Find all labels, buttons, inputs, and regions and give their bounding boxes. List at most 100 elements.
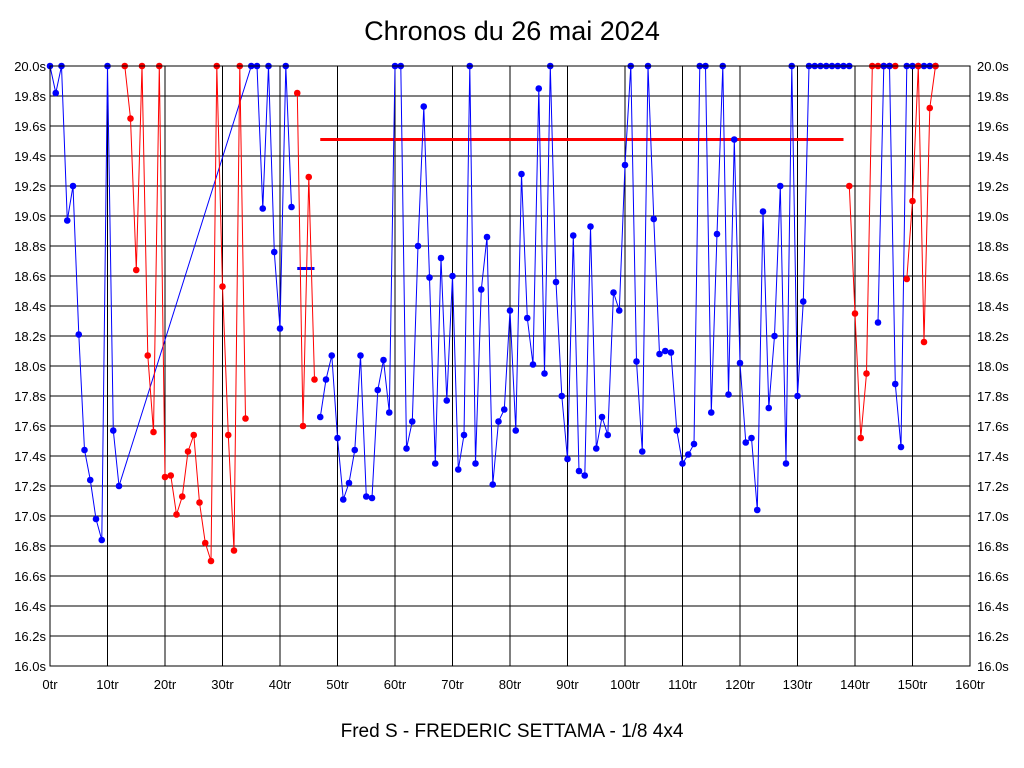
x-tick-labels: 0tr 10tr 20tr 30tr 40tr 50tr 60tr 70tr 80tr 90tr 1… xyxy=(42,677,985,692)
data-point xyxy=(518,170,525,178)
data-point xyxy=(454,466,462,473)
data-point xyxy=(673,427,681,434)
data-point xyxy=(339,496,347,503)
data-point xyxy=(569,232,577,239)
grid-lines xyxy=(49,65,971,667)
y-tick-label-right: 18.6s xyxy=(977,269,1009,284)
series-line-3 xyxy=(296,92,315,427)
data-point xyxy=(178,493,186,500)
y-tick-labels-right: 16.0s 16.2s 16.4s 16.6s 16.8s 17.0s 17.2s 17.4s… xyxy=(977,59,1009,674)
series-points xyxy=(46,62,939,565)
data-point xyxy=(63,217,71,224)
data-point xyxy=(598,413,606,421)
y-tick-label-right: 16.0s xyxy=(977,659,1009,674)
series-line-1 xyxy=(49,65,292,541)
data-point xyxy=(529,361,537,368)
x-tick-label: 90tr xyxy=(556,677,579,692)
data-point xyxy=(242,415,249,422)
data-point xyxy=(219,283,226,290)
data-point xyxy=(431,460,439,467)
x-tick-label: 0tr xyxy=(42,677,58,692)
y-tick-label-right: 17.0s xyxy=(977,509,1009,524)
data-point xyxy=(201,539,209,547)
y-tick-label: 20.0s xyxy=(14,59,46,74)
data-point xyxy=(506,307,514,314)
y-tick-label-right: 16.2s xyxy=(977,629,1009,644)
data-point xyxy=(81,446,88,454)
y-tick-label-right: 18.4s xyxy=(977,299,1009,314)
data-point xyxy=(851,310,859,317)
data-point xyxy=(259,205,267,212)
y-tick-label: 18.4s xyxy=(14,299,46,314)
x-tick-label: 160tr xyxy=(955,677,985,692)
data-point xyxy=(661,347,669,355)
data-point xyxy=(776,182,784,190)
series-line-5 xyxy=(848,65,896,439)
y-tick-label-right: 19.4s xyxy=(977,149,1009,164)
data-point xyxy=(305,173,313,181)
data-point xyxy=(765,404,773,412)
data-point xyxy=(150,428,157,436)
y-tick-label-right: 19.8s xyxy=(977,89,1009,104)
data-point xyxy=(863,370,870,377)
data-point xyxy=(132,266,140,274)
y-tick-label: 19.2s xyxy=(14,179,46,194)
y-tick-label-right: 18.2s xyxy=(977,329,1009,344)
series-line-2 xyxy=(124,65,246,562)
data-point xyxy=(92,515,100,523)
y-tick-label-right: 16.6s xyxy=(977,569,1009,584)
data-point xyxy=(679,460,686,467)
data-point xyxy=(736,359,744,367)
y-tick-label-right: 18.8s xyxy=(977,239,1009,254)
data-point xyxy=(541,370,548,377)
data-point xyxy=(380,356,387,364)
chart-title: Chronos du 26 mai 2024 xyxy=(364,16,660,46)
data-point xyxy=(357,352,364,359)
data-point xyxy=(472,460,479,467)
data-point xyxy=(587,223,594,230)
data-point xyxy=(615,307,623,314)
data-point xyxy=(713,230,721,238)
data-point xyxy=(857,434,865,442)
reference-lines xyxy=(297,138,844,270)
data-point xyxy=(845,182,853,190)
data-point xyxy=(86,476,94,484)
data-point xyxy=(293,89,301,97)
data-point xyxy=(414,242,422,250)
y-tick-label: 16.6s xyxy=(14,569,46,584)
data-point xyxy=(684,451,692,458)
data-point xyxy=(621,161,629,169)
data-point xyxy=(334,434,341,442)
data-point xyxy=(276,325,284,332)
data-point xyxy=(782,460,790,467)
data-point xyxy=(109,427,117,434)
data-point xyxy=(98,536,106,544)
data-point xyxy=(753,506,761,514)
data-point xyxy=(759,208,767,215)
data-point xyxy=(173,511,180,518)
y-tick-label: 16.8s xyxy=(14,539,46,554)
data-point xyxy=(69,182,77,190)
y-tick-label: 17.8s xyxy=(14,389,46,404)
data-point xyxy=(742,439,750,446)
y-tick-label: 18.0s xyxy=(14,359,46,374)
data-point xyxy=(558,392,566,400)
y-tick-label: 19.4s xyxy=(14,149,46,164)
data-point xyxy=(167,472,175,479)
data-point xyxy=(449,272,456,280)
data-point xyxy=(564,455,571,463)
data-point xyxy=(362,493,370,500)
x-tick-label: 10tr xyxy=(96,677,119,692)
y-tick-label-right: 16.4s xyxy=(977,599,1009,614)
data-point xyxy=(52,89,60,97)
plot-frame xyxy=(49,65,971,667)
data-point xyxy=(270,248,278,256)
y-tick-label: 18.2s xyxy=(14,329,46,344)
data-point xyxy=(144,352,152,359)
y-tick-label: 19.0s xyxy=(14,209,46,224)
data-point xyxy=(374,386,382,394)
y-tick-label-right: 17.4s xyxy=(977,449,1009,464)
data-point xyxy=(799,298,807,305)
data-point xyxy=(575,467,583,475)
data-point xyxy=(920,338,928,346)
